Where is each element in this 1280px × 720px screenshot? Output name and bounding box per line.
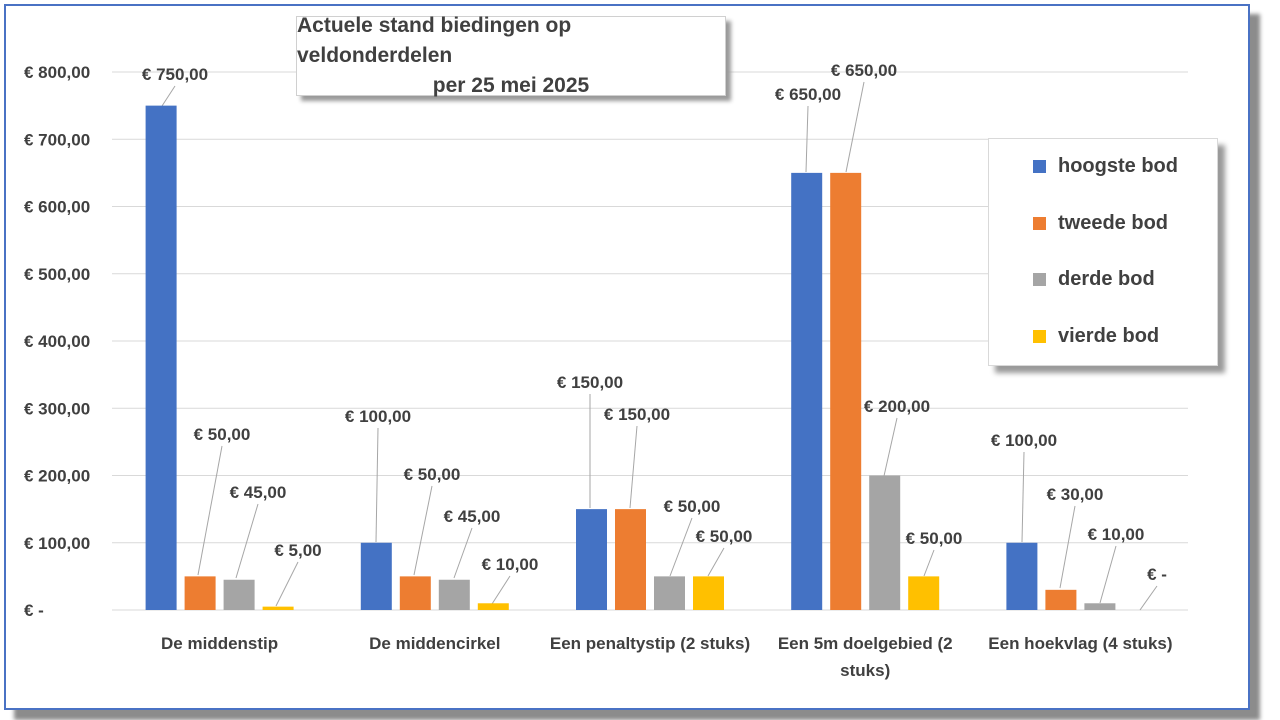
category-label: Een hoekvlag (4 stuks) xyxy=(988,634,1172,653)
bar xyxy=(1045,589,1077,610)
bar xyxy=(1006,542,1038,610)
bar xyxy=(184,576,216,610)
bar xyxy=(830,172,862,610)
leader-line xyxy=(197,445,223,576)
bar xyxy=(908,576,940,610)
data-label: € 100,00 xyxy=(345,407,411,426)
y-axis-ticks: € - € 100,00 € 200,00 € 300,00 € 400,00 € 500… xyxy=(24,63,90,620)
leader-line xyxy=(161,85,176,107)
category-label: Een 5m doelgebied (2 xyxy=(778,634,953,653)
y-tick-label: € 600,00 xyxy=(24,198,90,217)
legend-swatch-tweede xyxy=(1033,216,1046,230)
leader-line xyxy=(235,503,259,579)
bar xyxy=(145,105,177,610)
bar-chart: € - € 100,00 € 200,00 € 300,00 € 400,00 € 500… xyxy=(24,61,1188,680)
leader-line xyxy=(1021,451,1025,543)
data-label: € 50,00 xyxy=(906,529,963,548)
x-axis-categories: De middenstip De middencirkel Een penaltys… xyxy=(161,634,1172,680)
bar xyxy=(477,603,509,610)
data-label: € 650,00 xyxy=(775,85,841,104)
data-labels: € 750,00 € 50,00 € 45,00 € 5,00 € 100,00 € 50… xyxy=(142,61,1167,584)
bar xyxy=(223,579,255,610)
bars xyxy=(145,105,1116,610)
leader-line xyxy=(883,417,898,477)
data-label: € 200,00 xyxy=(864,397,930,416)
legend-swatch-vierde xyxy=(1033,329,1046,343)
leader-line xyxy=(453,527,473,579)
data-label: € 45,00 xyxy=(444,507,501,526)
legend-label-tweede: tweede bod xyxy=(1058,211,1169,234)
y-tick-label: € 200,00 xyxy=(24,467,90,486)
data-label: € 150,00 xyxy=(557,373,623,392)
y-tick-label: € - xyxy=(24,601,44,620)
leader-line xyxy=(845,81,865,173)
legend-swatch-derde xyxy=(1033,272,1046,286)
y-tick-label: € 300,00 xyxy=(24,399,90,418)
leader-line xyxy=(491,575,511,605)
bar xyxy=(654,576,685,610)
bar xyxy=(693,576,724,610)
y-tick-label: € 800,00 xyxy=(24,63,90,82)
y-tick-label: € 500,00 xyxy=(24,265,90,284)
bar xyxy=(869,475,901,610)
data-label: € - xyxy=(1147,565,1167,584)
leader-line xyxy=(923,549,935,577)
legend-swatch-hoogste xyxy=(1033,159,1046,173)
bar xyxy=(791,172,823,610)
chart-legend: vierde bod derde bod tweede bod hoogste … xyxy=(988,138,1218,366)
data-label: € 100,00 xyxy=(991,431,1057,450)
category-label: De middenstip xyxy=(161,634,278,653)
data-label: € 50,00 xyxy=(404,465,461,484)
category-label: stuks) xyxy=(840,661,890,680)
bar xyxy=(399,576,431,610)
bar xyxy=(576,509,607,610)
leader-line xyxy=(669,517,693,577)
chart-title-line1: Actuele stand biedingen op veldonderdele… xyxy=(297,14,572,67)
bar xyxy=(1084,603,1116,610)
chart-title-box: Actuele stand biedingen op veldonderdele… xyxy=(296,14,726,97)
y-tick-label: € 400,00 xyxy=(24,332,90,351)
legend-item-vierde: vierde bod xyxy=(1033,324,1159,348)
data-label: € 45,00 xyxy=(230,483,287,502)
data-label: € 750,00 xyxy=(142,65,208,84)
data-label: € 10,00 xyxy=(482,555,539,574)
category-label: De middencirkel xyxy=(369,634,500,653)
data-label: € 50,00 xyxy=(194,425,251,444)
leader-line xyxy=(1099,545,1117,604)
data-label-leaders xyxy=(161,81,1158,611)
y-tick-label: € 700,00 xyxy=(24,130,90,149)
bar xyxy=(615,509,646,610)
data-label: € 30,00 xyxy=(1047,485,1104,504)
leader-line xyxy=(1059,505,1076,589)
data-label: € 650,00 xyxy=(831,61,897,80)
leader-line xyxy=(1139,585,1158,611)
leader-line xyxy=(629,425,638,509)
y-tick-label: € 100,00 xyxy=(24,534,90,553)
data-label: € 10,00 xyxy=(1088,525,1145,544)
chart-title-line2: per 25 mei 2025 xyxy=(432,74,590,97)
bar xyxy=(360,542,392,610)
legend-label-derde: derde bod xyxy=(1058,267,1155,290)
data-label: € 50,00 xyxy=(664,497,721,516)
bar xyxy=(438,579,470,610)
data-label: € 5,00 xyxy=(274,541,321,560)
legend-item-derde: derde bod xyxy=(1033,267,1155,291)
data-label: € 150,00 xyxy=(604,405,670,424)
bar xyxy=(262,606,294,610)
data-label: € 50,00 xyxy=(696,527,753,546)
leader-line xyxy=(275,561,299,607)
leader-line xyxy=(375,427,379,543)
legend-item-hoogste: hoogste bod xyxy=(1033,154,1178,178)
legend-label-hoogste: hoogste bod xyxy=(1058,154,1178,177)
category-label: Een penaltystip (2 stuks) xyxy=(550,634,750,653)
legend-label-vierde: vierde bod xyxy=(1058,324,1160,347)
leader-line xyxy=(413,485,433,576)
leader-line xyxy=(805,105,809,173)
legend-item-tweede: tweede bod xyxy=(1033,211,1168,235)
leader-line xyxy=(707,547,725,577)
